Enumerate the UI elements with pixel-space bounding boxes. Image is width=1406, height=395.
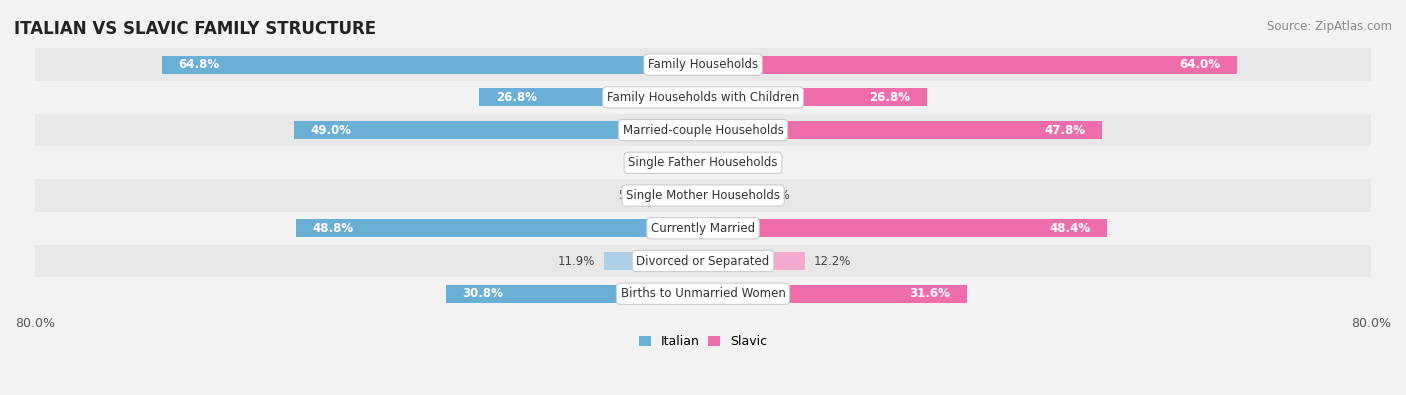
Bar xyxy=(703,252,804,270)
Text: ITALIAN VS SLAVIC FAMILY STRUCTURE: ITALIAN VS SLAVIC FAMILY STRUCTURE xyxy=(14,20,377,38)
Bar xyxy=(703,285,967,303)
Text: Married-couple Households: Married-couple Households xyxy=(623,124,783,137)
Text: Divorced or Separated: Divorced or Separated xyxy=(637,254,769,267)
Bar xyxy=(479,88,703,106)
Text: Family Households: Family Households xyxy=(648,58,758,71)
Bar xyxy=(295,219,703,237)
Text: Family Households with Children: Family Households with Children xyxy=(607,91,799,104)
FancyBboxPatch shape xyxy=(35,147,1371,179)
FancyBboxPatch shape xyxy=(35,48,1371,81)
Bar xyxy=(703,154,721,172)
Text: 48.4%: 48.4% xyxy=(1049,222,1091,235)
Bar xyxy=(703,56,1237,73)
Bar xyxy=(703,121,1102,139)
Text: 49.0%: 49.0% xyxy=(311,124,352,137)
Text: 47.8%: 47.8% xyxy=(1045,124,1085,137)
Text: 12.2%: 12.2% xyxy=(813,254,851,267)
Text: 2.2%: 2.2% xyxy=(647,156,676,169)
Text: 26.8%: 26.8% xyxy=(869,91,910,104)
Bar xyxy=(703,88,927,106)
Bar xyxy=(294,121,703,139)
FancyBboxPatch shape xyxy=(35,179,1371,212)
Text: 30.8%: 30.8% xyxy=(463,287,503,300)
Bar xyxy=(446,285,703,303)
Text: 5.6%: 5.6% xyxy=(619,189,648,202)
Text: Births to Unmarried Women: Births to Unmarried Women xyxy=(620,287,786,300)
Text: 2.2%: 2.2% xyxy=(730,156,759,169)
Text: Currently Married: Currently Married xyxy=(651,222,755,235)
Text: 48.8%: 48.8% xyxy=(312,222,353,235)
FancyBboxPatch shape xyxy=(35,114,1371,147)
FancyBboxPatch shape xyxy=(35,277,1371,310)
Bar xyxy=(162,56,703,73)
Text: 64.0%: 64.0% xyxy=(1180,58,1220,71)
FancyBboxPatch shape xyxy=(35,81,1371,114)
Bar xyxy=(703,186,752,205)
Bar xyxy=(657,186,703,205)
Legend: Italian, Slavic: Italian, Slavic xyxy=(634,330,772,353)
Text: Single Father Households: Single Father Households xyxy=(628,156,778,169)
FancyBboxPatch shape xyxy=(35,212,1371,245)
Text: 31.6%: 31.6% xyxy=(910,287,950,300)
Text: Source: ZipAtlas.com: Source: ZipAtlas.com xyxy=(1267,20,1392,33)
Text: 5.9%: 5.9% xyxy=(761,189,790,202)
Text: 11.9%: 11.9% xyxy=(558,254,595,267)
Bar xyxy=(685,154,703,172)
Text: Single Mother Households: Single Mother Households xyxy=(626,189,780,202)
Text: 64.8%: 64.8% xyxy=(179,58,219,71)
Text: 26.8%: 26.8% xyxy=(496,91,537,104)
Bar xyxy=(703,219,1107,237)
Bar xyxy=(603,252,703,270)
FancyBboxPatch shape xyxy=(35,245,1371,277)
